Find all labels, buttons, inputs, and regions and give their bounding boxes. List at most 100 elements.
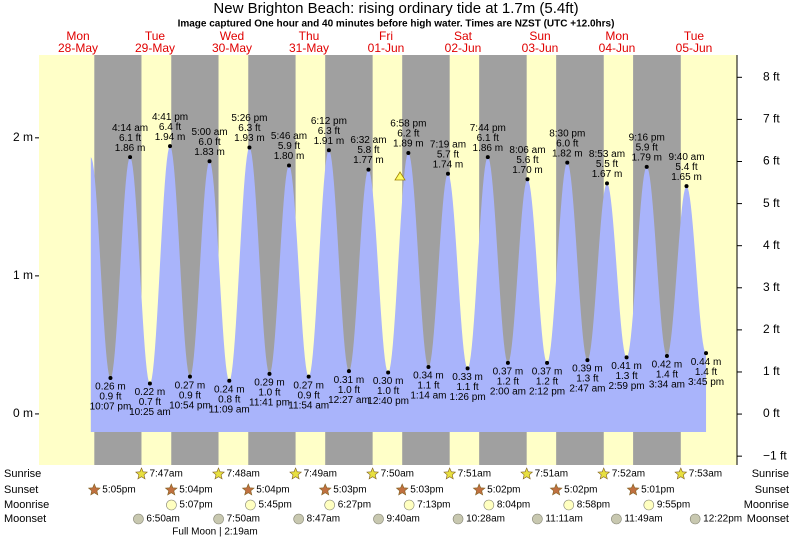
sunrise-time: 7:48am [227,469,260,480]
sun-icon [318,483,332,496]
row-label: Sunset [755,484,789,496]
tide-point [108,376,113,381]
feet-label: 0.8 ft [218,394,240,405]
moonset-time: 6:50am [146,514,179,525]
feet-label: 5.4 ft [675,162,697,173]
moon-icon [643,499,655,511]
feet-label: 1.0 ft [258,388,280,399]
tide-point [346,369,351,374]
sunrise-time: 7:47am [149,469,182,480]
y2-tick-label: 0 ft [763,406,780,420]
weekday-label: Mon [66,29,89,43]
date-label: 05-Jun [676,41,713,55]
tide-point [406,151,411,156]
sunset-time: 5:02pm [564,485,597,496]
tide-point [366,167,371,172]
tide-point [684,184,689,189]
moonset-time: 12:22pm [703,514,742,525]
feet-label: 1.0 ft [338,385,360,396]
height-label: 1.65 m [671,172,702,183]
height-label: 1.67 m [592,169,623,180]
time-label: 5:46 am [271,131,307,142]
weekday-label: Sat [454,29,473,43]
time-label: 9:16 pm [629,132,665,143]
height-label: 0.44 m [691,357,722,368]
moon-icon [293,513,304,525]
y-tick-label: 1 m [13,268,33,282]
tide-point [505,360,510,365]
height-label: 0.22 m [135,387,166,398]
feet-label: 5.8 ft [357,145,379,156]
moonset-time: 10:28am [466,514,505,525]
time-label: 3:34 am [649,380,685,391]
moonset-time: 7:50am [227,514,260,525]
feet-label: 1.1 ft [456,382,478,393]
time-label: 2:59 pm [609,381,645,392]
feet-label: 5.5 ft [596,159,618,170]
height-label: 0.37 m [532,366,563,377]
tide-point [426,364,431,369]
tide-point [644,164,649,169]
tide-point [227,378,232,383]
time-label: 1:26 pm [450,392,486,403]
feet-label: 1.1 ft [417,381,439,392]
time-label: 11:41 pm [249,398,290,409]
date-label: 03-Jun [522,41,559,55]
date-label: 30-May [212,41,252,55]
tide-point [465,366,470,371]
date-label: 29-May [135,41,175,55]
moon-icon [563,499,575,511]
height-label: 0.24 m [214,384,245,395]
tide-point [147,381,152,386]
tide-point [704,351,709,356]
moon-icon [452,513,464,525]
y2-tick-label: 4 ft [763,238,780,252]
moon-icon [483,499,495,511]
plot [35,55,742,465]
time-label: 4:14 am [112,123,148,134]
height-label: 1.74 m [433,159,464,170]
weekday-label: Sun [529,29,550,43]
weekday-label: Thu [299,29,320,43]
sun-icon [549,483,563,496]
moonrise-time: 5:07pm [179,500,212,511]
moonset-time: 11:11am [545,514,582,525]
time-label: 6:32 am [350,135,386,146]
feet-label: 5.6 ft [516,155,538,166]
height-label: 1.70 m [512,165,543,176]
feet-label: 0.9 ft [99,392,121,403]
tide-point [207,159,212,164]
height-label: 1.94 m [155,132,186,143]
time-label: 5:00 am [191,127,227,138]
height-label: 1.82 m [552,148,583,159]
moonrise-time: 8:58pm [577,500,610,511]
sunrise-time: 7:50am [381,469,414,480]
time-label: 10:07 pm [90,402,132,413]
time-label: 2:47 am [569,384,605,395]
feet-label: 6.1 ft [477,133,499,144]
time-label: 8:53 am [589,149,625,160]
feet-label: 6.3 ft [238,123,260,134]
feet-label: 1.0 ft [377,386,399,397]
feet-label: 1.4 ft [695,367,717,378]
weekday-label: Mon [605,29,628,43]
date-label: 28-May [58,41,98,55]
moon-icon [373,513,384,525]
height-label: 1.89 m [393,139,424,150]
time-label: 6:58 pm [390,119,426,130]
tide-point [445,171,450,176]
row-label: Sunset [4,484,38,496]
row-label: Sunrise [752,468,789,480]
date-label: 04-Jun [599,41,636,55]
moonrise-time: 7:13pm [417,500,450,511]
feet-label: 5.9 ft [636,142,658,153]
time-label: 5:26 pm [231,113,267,124]
feet-label: 1.3 ft [576,374,598,385]
sunrise-time: 7:51am [458,469,491,480]
sunset-time: 5:02pm [487,485,520,496]
weekday-label: Fri [379,29,393,43]
sunset-time: 5:05pm [102,485,135,496]
date-label: 02-Jun [445,41,482,55]
sunset-time: 5:01pm [641,485,674,496]
moon-icon [689,513,701,525]
